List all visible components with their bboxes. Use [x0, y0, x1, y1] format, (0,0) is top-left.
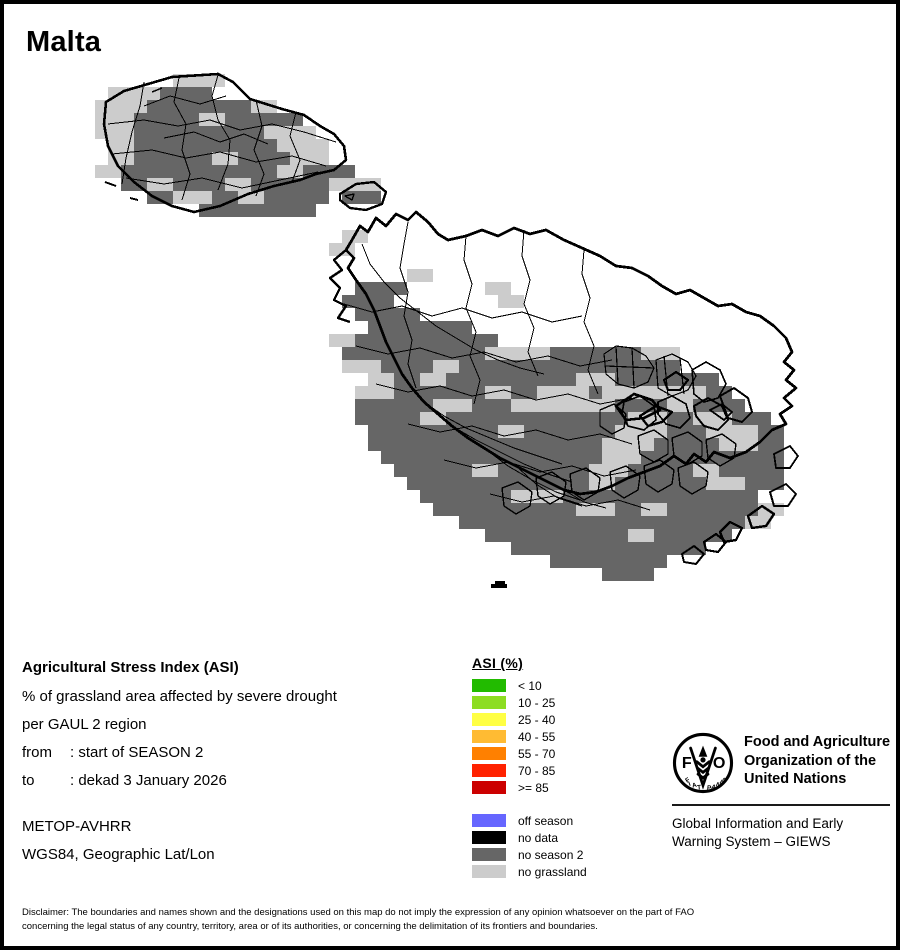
- fao-name: Food and Agriculture Organization of the…: [744, 733, 890, 789]
- fao-divider: [672, 804, 890, 806]
- legend-item-lt10[interactable]: < 10: [472, 677, 587, 694]
- legend-swatch-no-grassland: [472, 865, 506, 878]
- legend-label-10-25: 10 - 25: [518, 695, 556, 710]
- svg-text:A: A: [691, 782, 698, 790]
- svg-text:I: I: [687, 781, 691, 788]
- legend-label-40-55: 40 - 55: [518, 729, 556, 744]
- legend-swatch-gte85: [472, 781, 506, 794]
- svg-text:N: N: [715, 781, 722, 789]
- giews-line-2: Warning System – GIEWS: [672, 833, 831, 849]
- legend-item-off-season[interactable]: off season: [472, 812, 587, 829]
- info-sensor: METOP-AVHRR: [22, 818, 132, 835]
- svg-text:S: S: [720, 777, 728, 786]
- legend-label-70-85: 70 - 85: [518, 763, 556, 778]
- fao-name-line-1: Food and Agriculture: [744, 734, 891, 750]
- legend-label-off-season: off season: [518, 813, 574, 828]
- fao-name-line-3: United Nations: [744, 771, 847, 788]
- legend-swatch-no-season-2: [472, 848, 506, 861]
- page-title: Malta: [26, 26, 102, 58]
- map-canvas[interactable]: [4, 54, 896, 644]
- legend-swatch-70-85: [472, 764, 506, 777]
- legend-item-no-data[interactable]: no data: [472, 829, 587, 846]
- disclaimer: Disclaimer: The boundaries and names sho…: [22, 906, 882, 934]
- svg-text:O: O: [713, 754, 726, 772]
- disclaimer-line-1: Disclaimer: The boundaries and names sho…: [22, 907, 695, 918]
- info-period-to: to : dekad 3 January 2026: [22, 772, 452, 789]
- fao-name-line-2: Organization of the: [744, 752, 877, 769]
- legend-label-55-70: 55 - 70: [518, 746, 556, 761]
- legend-label-25-40: 25 - 40: [518, 712, 556, 727]
- info-period-from: from : start of SEASON 2: [22, 744, 452, 761]
- legend-item-25-40[interactable]: 25 - 40: [472, 711, 587, 728]
- period-to-value: : dekad 3 January 2026: [70, 772, 227, 789]
- info-heading: Agricultural Stress Index (ASI): [22, 659, 239, 676]
- filfla-islet: [491, 581, 507, 588]
- map-info-block: Agricultural Stress Index (ASI) % of gra…: [22, 659, 452, 874]
- fao-logo-icon: F O F I A T P A N I S: [672, 732, 734, 794]
- period-to-key: to: [22, 772, 35, 789]
- legend-label-no-grassland: no grassland: [518, 864, 587, 879]
- legend-item-40-55[interactable]: 40 - 55: [472, 728, 587, 745]
- svg-text:P: P: [707, 785, 713, 792]
- legend-swatch-55-70: [472, 747, 506, 760]
- legend-item-no-grassland[interactable]: no grassland: [472, 863, 587, 880]
- svg-text:F: F: [684, 776, 691, 784]
- legend-item-55-70[interactable]: 55 - 70: [472, 745, 587, 762]
- legend-swatch-off-season: [472, 814, 506, 827]
- legend-item-no-season-2[interactable]: no season 2: [472, 846, 587, 863]
- info-description-line-2: per GAUL 2 region: [22, 716, 147, 733]
- legend-swatch-40-55: [472, 730, 506, 743]
- info-spacer: [22, 800, 452, 818]
- svg-text:I: I: [718, 779, 724, 786]
- legend-label-no-data: no data: [518, 830, 559, 845]
- svg-text:T: T: [697, 784, 702, 791]
- period-from-value: : start of SEASON 2: [70, 744, 204, 761]
- giews-name: Global Information and Early Warning Sys…: [672, 815, 890, 850]
- disclaimer-line-2: concerning the legal status of any count…: [22, 920, 598, 932]
- info-description-line-1: % of grassland area affected by severe d…: [22, 688, 337, 705]
- legend-swatch-10-25: [472, 696, 506, 709]
- legend-item-10-25[interactable]: 10 - 25: [472, 694, 587, 711]
- svg-text:F: F: [682, 754, 692, 772]
- info-projection: WGS84, Geographic Lat/Lon: [22, 846, 215, 863]
- giews-line-1: Global Information and Early: [672, 816, 844, 831]
- map-legend: ASI (%) < 10 10 - 25 25 - 40 40 - 55 55 …: [472, 655, 587, 880]
- legend-swatch-25-40: [472, 713, 506, 726]
- legend-item-70-85[interactable]: 70 - 85: [472, 762, 587, 779]
- legend-label-lt10: < 10: [518, 678, 542, 693]
- legend-label-no-season-2: no season 2: [518, 847, 584, 862]
- legend-group-spacer: [472, 796, 587, 812]
- map-boundaries: [102, 72, 799, 565]
- fao-branding: F O F I A T P A N I S: [672, 732, 890, 850]
- map-raster-cells: [95, 74, 784, 588]
- svg-text:A: A: [711, 784, 718, 792]
- legend-swatch-lt10: [472, 679, 506, 692]
- legend-title: ASI (%): [472, 655, 524, 671]
- legend-swatch-no-data: [472, 831, 506, 844]
- legend-item-gte85[interactable]: >= 85: [472, 779, 587, 796]
- period-from-key: from: [22, 744, 52, 761]
- legend-label-gte85: >= 85: [518, 780, 549, 795]
- fao-header: F O F I A T P A N I S: [672, 732, 890, 794]
